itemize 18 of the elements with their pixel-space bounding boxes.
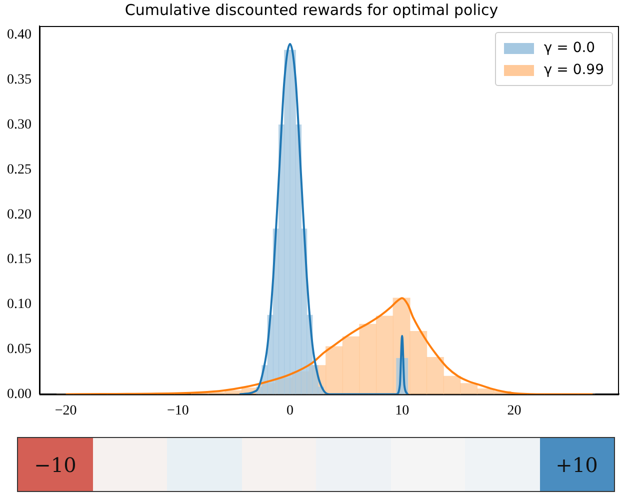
y-tick-label: 0.40	[7, 28, 32, 43]
x-tick-label: 0	[286, 403, 294, 418]
y-tick-label: 0.05	[7, 342, 32, 357]
y-tick-label: 0.20	[7, 207, 32, 222]
x-tick-label: 10	[395, 403, 410, 418]
legend-label: γ = 0.0	[544, 39, 596, 58]
y-tick-label: 0.15	[7, 252, 32, 268]
y-tick-label: 0.30	[7, 117, 32, 132]
x-tick-label: −20	[54, 403, 77, 418]
legend-label: γ = 0.99	[544, 61, 604, 80]
x-tick-label: −10	[166, 403, 189, 418]
chart-title: Cumulative discounted rewards for optimal policy	[124, 0, 498, 19]
y-tick-label: 0.35	[7, 72, 32, 88]
x-tick-label: 20	[507, 403, 522, 418]
y-tick-label: 0.10	[7, 297, 32, 312]
y-tick-label: 0.00	[7, 386, 32, 402]
y-tick-label: 0.25	[7, 162, 32, 178]
colored-cell-strip: −10 +10	[17, 437, 615, 492]
